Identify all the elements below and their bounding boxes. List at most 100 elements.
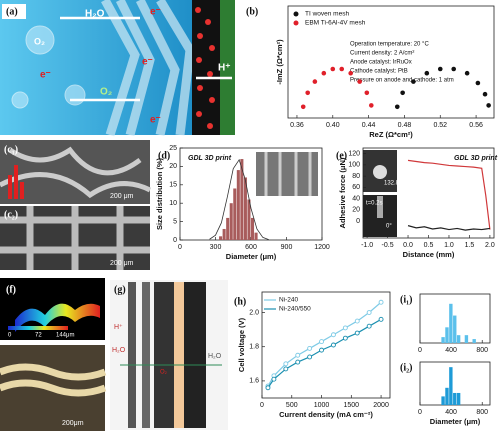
bar bbox=[445, 387, 449, 405]
y-axis-label: -ImZ (Ω*cm²) bbox=[275, 39, 284, 85]
bar bbox=[441, 396, 445, 405]
x-tick-label: 900 bbox=[281, 244, 293, 251]
x-tick-label: 1500 bbox=[344, 402, 360, 409]
insets-e bbox=[363, 150, 397, 237]
data-point bbox=[295, 359, 301, 365]
x-tick-label: 800 bbox=[476, 409, 488, 416]
x-tick-label: 0.48 bbox=[398, 122, 412, 129]
y-tick-label: 0 bbox=[173, 237, 177, 244]
colorbar-label: 0 bbox=[8, 333, 12, 339]
bar bbox=[233, 188, 237, 240]
data-point bbox=[437, 66, 443, 72]
colorbar-label: 144μm bbox=[56, 333, 74, 339]
scale-bar-label: 200 μm bbox=[110, 260, 134, 267]
sem-mesh bbox=[0, 206, 150, 270]
data-point bbox=[348, 70, 353, 76]
panel-g: (g) H⁺ H₂O O₂ H₂O bbox=[110, 280, 228, 430]
data-point bbox=[321, 70, 327, 76]
bar bbox=[240, 159, 244, 240]
y-tick-label: 120 bbox=[348, 150, 360, 157]
panel-c: (c₁) 200 μm (c₂) 200 μm bbox=[0, 140, 152, 270]
y-tick-label: 10 bbox=[169, 200, 177, 207]
x-tick-label: -0.5 bbox=[382, 242, 394, 249]
catalyst-particles bbox=[195, 7, 215, 129]
bar bbox=[453, 315, 457, 343]
x-tick-label: 0 bbox=[418, 409, 422, 416]
panel-label: (h) bbox=[234, 296, 246, 307]
x-tick-label: -1.0 bbox=[361, 242, 373, 249]
data-point bbox=[342, 325, 348, 331]
data-point bbox=[342, 335, 348, 341]
data-point bbox=[319, 347, 324, 353]
data-point bbox=[307, 345, 313, 351]
y-tick-label: 100 bbox=[348, 162, 360, 169]
plot-frame bbox=[261, 291, 391, 399]
x-tick-label: 800 bbox=[476, 347, 488, 354]
data-point bbox=[354, 330, 360, 336]
water-region bbox=[0, 0, 192, 135]
data-point bbox=[378, 316, 384, 322]
mesh-layer bbox=[142, 282, 150, 428]
data-point bbox=[486, 103, 491, 108]
cathode-layer bbox=[184, 282, 206, 428]
chart-title: GDL 3D print bbox=[454, 155, 498, 162]
inset-bars bbox=[20, 182, 24, 199]
y-tick-label: 5 bbox=[173, 218, 177, 225]
data-point bbox=[368, 103, 374, 108]
data-point bbox=[464, 70, 470, 76]
surface-map bbox=[15, 303, 100, 332]
data-point bbox=[400, 90, 405, 96]
data-point bbox=[295, 352, 301, 358]
y-tick-label: 20 bbox=[352, 207, 360, 214]
annotation: Current density: 2 A/cm² bbox=[350, 51, 414, 57]
bar bbox=[226, 217, 230, 240]
x-axis-label: Diameter (μm) bbox=[430, 417, 481, 426]
image-text: H₂O bbox=[85, 9, 105, 20]
sem-fibers bbox=[0, 146, 152, 199]
bar bbox=[229, 203, 233, 240]
x-tick-label: 0.40 bbox=[326, 122, 340, 129]
image-text: O₂ bbox=[100, 87, 112, 98]
data-line bbox=[407, 159, 491, 230]
data-point bbox=[307, 354, 313, 360]
panel-label: (d) bbox=[158, 150, 170, 161]
panel-f: (f) 0 72 144μm 200μm bbox=[0, 278, 107, 431]
scale-bar-label: 200 μm bbox=[110, 193, 134, 200]
data-point bbox=[330, 332, 336, 338]
data-point bbox=[300, 104, 306, 110]
colorbar-label: 72 bbox=[35, 333, 42, 339]
image-text: e⁻ bbox=[142, 57, 153, 68]
x-tick-label: 1000 bbox=[314, 402, 330, 409]
x-tick-label: 0 bbox=[178, 244, 182, 251]
membrane bbox=[174, 282, 184, 428]
bubble bbox=[64, 84, 86, 106]
scale-bar-label: 200μm bbox=[62, 420, 84, 427]
y-tick-label: 25 bbox=[169, 145, 177, 152]
legend-label: EBM Ti-6Al-4V mesh bbox=[305, 20, 366, 27]
x-tick-label: 1.0 bbox=[444, 242, 454, 249]
data-point bbox=[354, 318, 360, 324]
droplet bbox=[373, 165, 387, 179]
data-point bbox=[364, 90, 370, 96]
inset-d bbox=[256, 152, 318, 196]
legend-marker bbox=[293, 11, 299, 17]
data-point bbox=[312, 79, 318, 84]
panel-label: (c₁) bbox=[4, 144, 18, 155]
image-text: O₂ bbox=[160, 370, 168, 376]
image-text: H⁺ bbox=[114, 324, 123, 331]
legend-label: Ni-240 bbox=[279, 297, 299, 304]
bar bbox=[472, 339, 476, 343]
x-tick-label: 400 bbox=[445, 409, 457, 416]
legend-marker bbox=[293, 20, 299, 26]
layers bbox=[0, 363, 107, 397]
inset-mesh bbox=[264, 152, 312, 196]
fibers bbox=[101, 0, 195, 137]
data-point bbox=[283, 366, 289, 372]
y-axis-label: Size distribution (%) bbox=[155, 157, 164, 230]
bubble bbox=[25, 25, 55, 55]
x-tick-label: 600 bbox=[245, 244, 257, 251]
annotation: 0° bbox=[386, 224, 392, 230]
data-line bbox=[407, 225, 490, 231]
x-tick-label: 400 bbox=[445, 347, 457, 354]
panel-label: (i₂) bbox=[400, 362, 412, 373]
